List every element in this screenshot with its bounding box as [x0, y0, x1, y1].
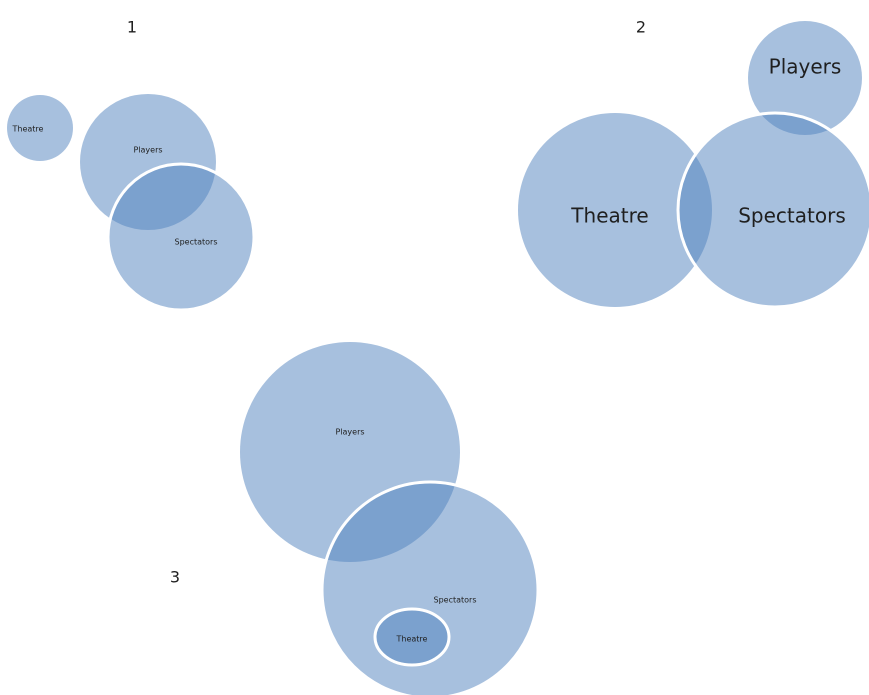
circle-label: Players [769, 55, 842, 79]
circle [748, 21, 862, 135]
circle [518, 113, 712, 307]
circle [676, 111, 869, 309]
circle [106, 162, 256, 312]
circle-label: Spectators [433, 596, 476, 605]
circle-label: Theatre [396, 635, 428, 644]
diagram-1: 1 Theatre Players Spectators [7, 18, 256, 312]
circle-label: Theatre [12, 125, 44, 134]
circle [373, 607, 451, 667]
diagram-number: 2 [636, 18, 646, 37]
diagram-number: 1 [127, 18, 137, 37]
diagram-number: 3 [170, 568, 180, 587]
circle-label: Theatre [570, 204, 648, 228]
circle-label: Spectators [174, 238, 217, 247]
circle-label: Players [335, 428, 364, 437]
diagram-2: 2 Players Theatre Spectators [518, 18, 869, 309]
diagram-3: 3 Players Spectators Theatre [170, 342, 540, 695]
circle-label: Players [133, 146, 162, 155]
circle-label: Spectators [738, 204, 846, 228]
circle [7, 95, 73, 161]
